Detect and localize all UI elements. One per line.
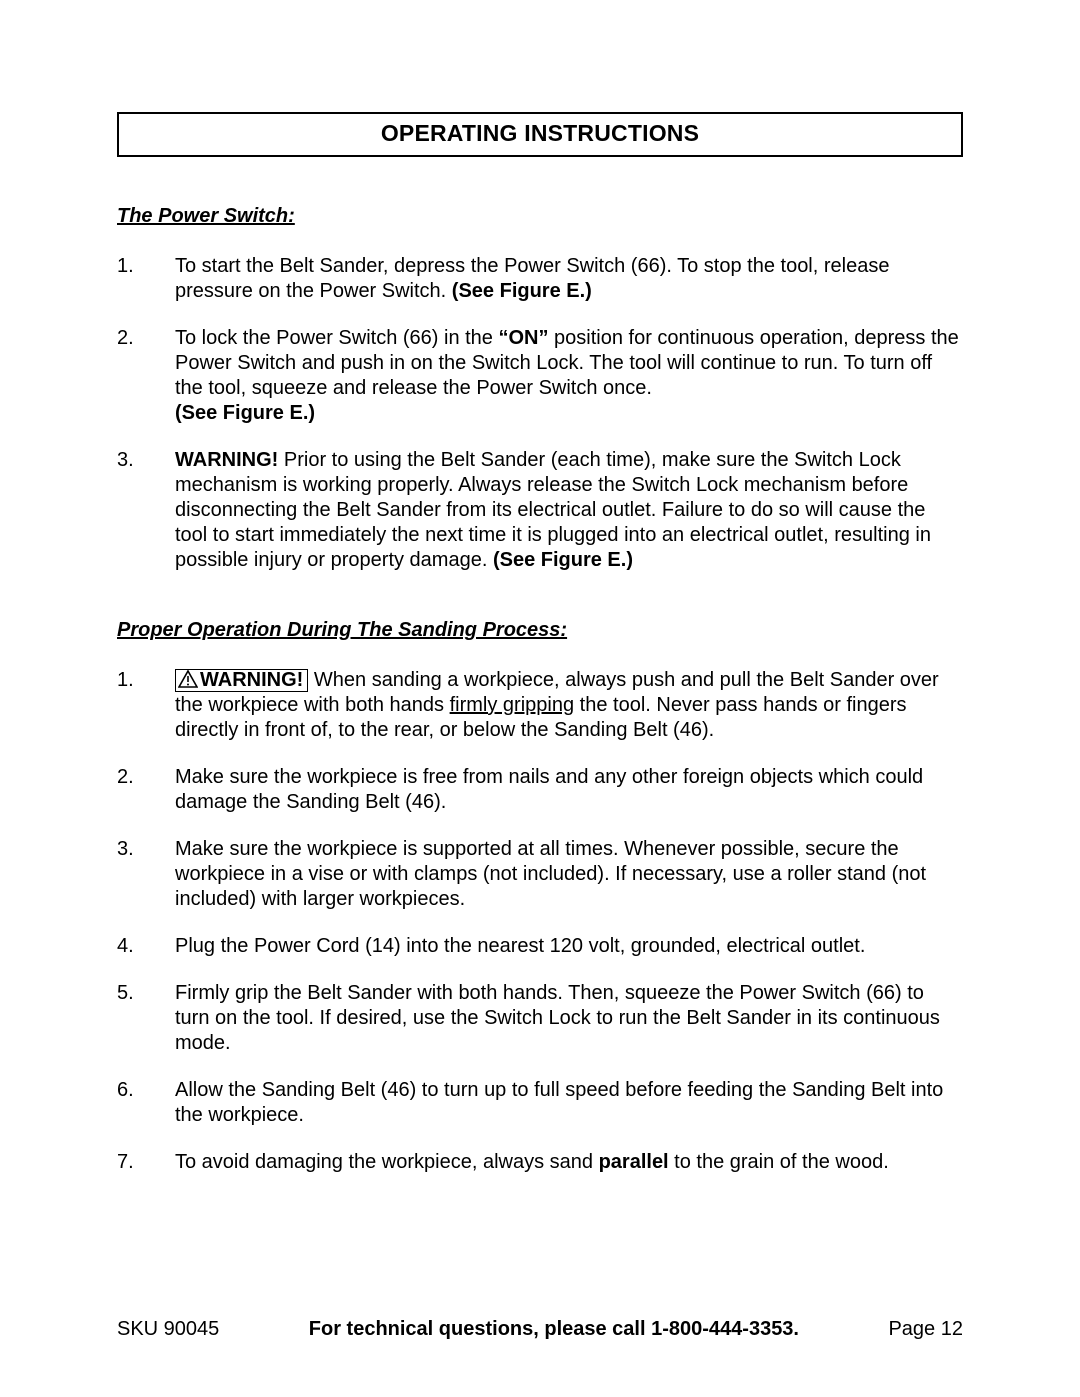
page-footer: SKU 90045 For technical questions, pleas… (117, 1318, 963, 1341)
item-text: To lock the Power Switch (66) in the (175, 327, 498, 349)
item-body: Firmly grip the Belt Sander with both ha… (175, 981, 963, 1056)
item-number: 3. (117, 837, 175, 862)
list-item: 2. Make sure the workpiece is free from … (117, 765, 963, 815)
item-text: Allow the Sanding Belt (46) to turn up t… (175, 1079, 943, 1126)
item-bold: parallel (599, 1151, 669, 1173)
item-underline: firmly gripping (450, 694, 574, 716)
item-body: To avoid damaging the workpiece, always … (175, 1150, 963, 1175)
item-body: Allow the Sanding Belt (46) to turn up t… (175, 1078, 963, 1128)
item-number: 4. (117, 934, 175, 959)
list-item: 1. WARNING! When sanding a workpiece, al… (117, 668, 963, 743)
list-item: 2. To lock the Power Switch (66) in the … (117, 326, 963, 426)
item-bold: (See Figure E.) (175, 402, 315, 424)
item-body: Plug the Power Cord (14) into the neares… (175, 934, 963, 959)
list-item: 1. To start the Belt Sander, depress the… (117, 254, 963, 304)
item-number: 1. (117, 668, 175, 693)
footer-sku: SKU 90045 (117, 1318, 219, 1341)
title-box: OPERATING INSTRUCTIONS (117, 112, 963, 157)
item-number: 2. (117, 765, 175, 790)
item-text: To avoid damaging the workpiece, always … (175, 1151, 599, 1173)
item-bold: (See Figure E.) (452, 280, 592, 302)
item-text: to the grain of the wood. (669, 1151, 889, 1173)
list-item: 7. To avoid damaging the workpiece, alwa… (117, 1150, 963, 1175)
list-item: 3. Make sure the workpiece is supported … (117, 837, 963, 912)
warning-box: WARNING! (175, 669, 308, 692)
list-power-switch: 1. To start the Belt Sander, depress the… (117, 254, 963, 573)
item-body: Make sure the workpiece is free from nai… (175, 765, 963, 815)
item-bold: (See Figure E.) (493, 549, 633, 571)
warning-triangle-icon (178, 670, 198, 688)
item-number: 6. (117, 1078, 175, 1103)
list-item: 4. Plug the Power Cord (14) into the nea… (117, 934, 963, 959)
item-text: Plug the Power Cord (14) into the neares… (175, 935, 865, 957)
item-text: Make sure the workpiece is free from nai… (175, 766, 923, 813)
item-bold: “ON” (498, 327, 548, 349)
item-body: Make sure the workpiece is supported at … (175, 837, 963, 912)
page-title: OPERATING INSTRUCTIONS (381, 120, 699, 146)
section-heading-power-switch: The Power Switch: (117, 205, 963, 228)
item-number: 7. (117, 1150, 175, 1175)
list-sanding-process: 1. WARNING! When sanding a workpiece, al… (117, 668, 963, 1175)
section-heading-sanding-process: Proper Operation During The Sanding Proc… (117, 619, 963, 642)
item-number: 1. (117, 254, 175, 279)
item-number: 3. (117, 448, 175, 473)
list-item: 5. Firmly grip the Belt Sander with both… (117, 981, 963, 1056)
footer-contact: For technical questions, please call 1-8… (309, 1318, 799, 1341)
item-text: Firmly grip the Belt Sander with both ha… (175, 982, 940, 1054)
list-item: 3. WARNING! Prior to using the Belt Sand… (117, 448, 963, 573)
footer-page-number: Page 12 (888, 1318, 963, 1341)
item-number: 5. (117, 981, 175, 1006)
warning-text: WARNING! (200, 669, 303, 691)
item-number: 2. (117, 326, 175, 351)
list-item: 6. Allow the Sanding Belt (46) to turn u… (117, 1078, 963, 1128)
item-bold-warning: WARNING! (175, 449, 278, 471)
item-body: WARNING! When sanding a workpiece, alway… (175, 668, 963, 743)
item-body: WARNING! Prior to using the Belt Sander … (175, 448, 963, 573)
page-container: OPERATING INSTRUCTIONS The Power Switch:… (0, 0, 1080, 1397)
item-body: To start the Belt Sander, depress the Po… (175, 254, 963, 304)
item-body: To lock the Power Switch (66) in the “ON… (175, 326, 963, 426)
item-text: Make sure the workpiece is supported at … (175, 838, 926, 910)
